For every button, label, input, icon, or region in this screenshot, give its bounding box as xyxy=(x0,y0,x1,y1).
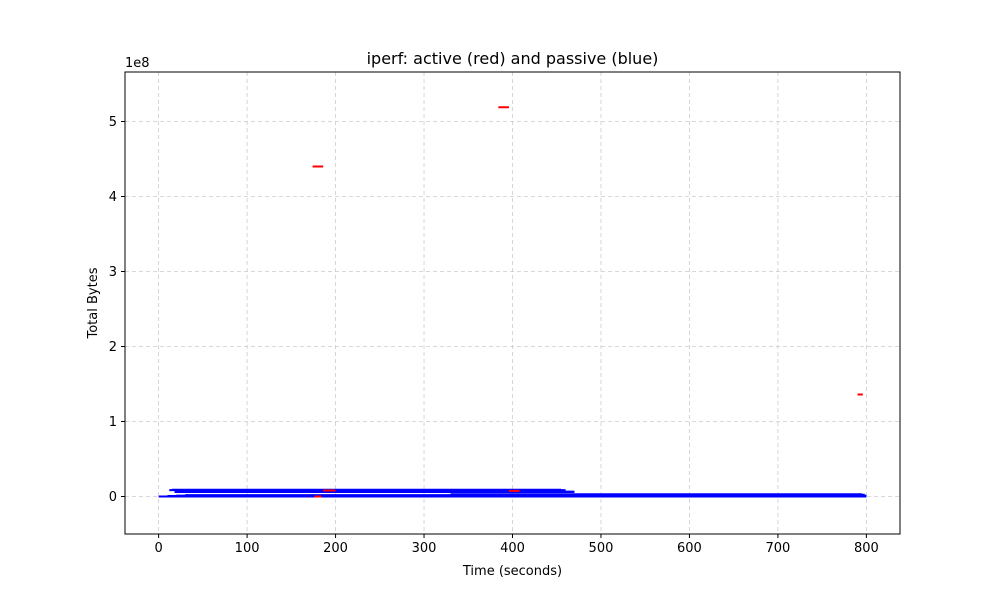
x-tick-label: 200 xyxy=(323,541,348,556)
x-tick-label: 600 xyxy=(677,541,702,556)
grid xyxy=(125,72,900,534)
x-tick-label: 300 xyxy=(412,541,437,556)
series-1 xyxy=(312,106,863,498)
x-tick-label: 400 xyxy=(500,541,525,556)
y-tick-label: 3 xyxy=(109,265,117,280)
x-tick-label: 0 xyxy=(154,541,162,556)
y-axis-label: Total Bytes xyxy=(86,267,101,339)
ticks-group: 0 100 200 300 400 500 600 700 800 0 1 2 3 4 5 xyxy=(109,115,879,556)
x-tick-label: 800 xyxy=(854,541,879,556)
x-axis-label: Time (seconds) xyxy=(462,564,562,579)
y-tick-label: 1 xyxy=(109,415,117,430)
series-0 xyxy=(158,488,867,498)
y-tick-label: 0 xyxy=(109,490,117,505)
series-group xyxy=(158,106,867,498)
x-tick-label: 700 xyxy=(765,541,790,556)
chart-title: iperf: active (red) and passive (blue) xyxy=(367,49,659,68)
y-tick-label: 5 xyxy=(109,115,117,130)
x-tick-label: 100 xyxy=(235,541,260,556)
y-scale-label: 1e8 xyxy=(125,56,150,71)
x-tick-label: 500 xyxy=(589,541,614,556)
y-tick-label: 4 xyxy=(109,190,117,205)
y-tick-label: 2 xyxy=(109,340,117,355)
